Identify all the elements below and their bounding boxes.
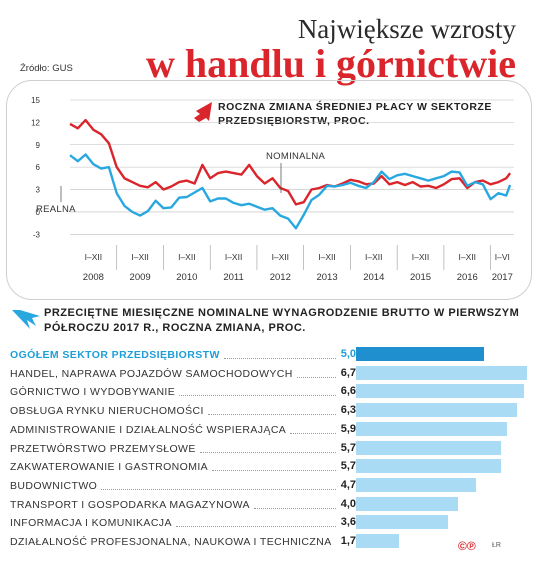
bar — [356, 421, 507, 436]
x-year-label: 2009 — [130, 272, 151, 283]
bar-row: BUDOWNICTWO 4,7 — [10, 476, 530, 496]
line-chart: ROCZNA ZMIANA ŚREDNIEJ PŁACY W SEKTORZE … — [31, 96, 514, 283]
x-year-label: 2016 — [457, 272, 478, 283]
bar-value-label: 6,6 — [340, 385, 356, 398]
bar-value-label: 1,7 — [340, 535, 356, 547]
y-tick-label: 3 — [36, 186, 41, 195]
leader-dots — [254, 507, 336, 509]
line-chart-heading-line-1: ROCZNA ZMIANA ŚREDNIEJ PŁACY W SEKTORZE — [218, 100, 492, 113]
x-year-label: 2011 — [223, 272, 243, 283]
bar-category-label: ADMINISTROWANIE I DZIAŁALNOŚĆ WSPIERAJĄC… — [10, 423, 287, 436]
bar-chart-arrow-icon — [12, 310, 40, 329]
x-tick-label: I–XII — [85, 252, 102, 262]
x-tick-label: I–XII — [412, 252, 429, 262]
y-tick-label: 12 — [31, 118, 40, 127]
x-year-label: 2017 — [492, 272, 513, 283]
bar-row: ADMINISTROWANIE I DZIAŁALNOŚĆ WSPIERAJĄC… — [10, 420, 530, 440]
line-chart-arrow-icon — [194, 102, 212, 122]
leader-dots — [101, 488, 336, 490]
source-note: Źródło: GUS — [20, 63, 73, 74]
bar-value-label: 6,3 — [340, 404, 356, 417]
x-tick-label: I–XII — [365, 252, 382, 262]
bar — [356, 496, 459, 511]
y-tick-label: 0 — [36, 208, 41, 217]
bar-category-label: HANDEL, NAPRAWA POJAZDÓW SAMOCHODOWYCH — [10, 367, 293, 380]
series-line-nominal — [69, 118, 512, 206]
bar — [356, 440, 502, 455]
bar-category-label: OGÓŁEM SEKTOR PRZEDSIĘBIORSTW — [10, 349, 220, 361]
x-year-label: 2012 — [270, 272, 291, 283]
bar-row: PRZETWÓRSTWO PRZEMYSŁOWE 5,7 — [10, 439, 530, 459]
bar-value-label: 4,0 — [340, 497, 356, 510]
bar-row: TRANSPORT I GOSPODARKA MAGAZYNOWA 4,0 — [10, 495, 530, 515]
x-year-label: 2010 — [176, 272, 197, 283]
bar — [356, 403, 517, 418]
bar-value-label: 5,9 — [340, 422, 356, 435]
series-line-real — [69, 153, 512, 230]
x-tick-label: I–XII — [131, 252, 148, 262]
title-line-2: w handlu i górnictwie — [145, 41, 516, 86]
y-tick-label: 15 — [31, 96, 40, 105]
annotation-real: REALNA — [36, 204, 76, 215]
bar-value-label: 3,6 — [340, 516, 356, 529]
line-chart-heading-line-2: PRZEDSIĘBIORSTW, PROC. — [218, 115, 370, 127]
leader-dots — [212, 470, 336, 472]
bar-category-label: ZAKWATEROWANIE I GASTRONOMIA — [10, 461, 209, 474]
bar — [356, 515, 448, 530]
x-tick-label: I–XII — [272, 252, 289, 262]
bar-row: GÓRNICTWO I WYDOBYWANIE 6,6 — [10, 382, 530, 402]
bar — [356, 534, 400, 548]
leader-dots — [208, 414, 336, 416]
x-year-label: 2013 — [316, 272, 337, 283]
bar — [356, 459, 502, 474]
bar-category-label: TRANSPORT I GOSPODARKA MAGAZYNOWA — [10, 498, 250, 511]
leader-dots — [200, 451, 336, 453]
author-initials: ŁR — [492, 542, 501, 549]
x-year-label: 2014 — [363, 272, 384, 283]
annotation-nominal: NOMINALNA — [266, 151, 326, 162]
title-line-1: Największe wzrosty — [297, 14, 516, 44]
bar-value-label: 5,7 — [340, 460, 356, 473]
bar-category-label: DZIAŁALNOŚĆ PROFESJONALNA, NAUKOWA I TEC… — [10, 536, 332, 548]
bar — [356, 477, 476, 492]
x-tick-label: I–XII — [318, 252, 335, 262]
bar — [356, 384, 525, 399]
x-year-label: 2008 — [83, 272, 104, 283]
leader-dots — [224, 358, 336, 359]
bar-value-label: 4,7 — [340, 478, 356, 491]
bar-row: ZAKWATEROWANIE I GASTRONOMIA 5,7 — [10, 457, 530, 477]
bar-row: OGÓŁEM SEKTOR PRZEDSIĘBIORSTW 5,0 — [10, 345, 530, 365]
bar-category-label: PRZETWÓRSTWO PRZEMYSŁOWE — [10, 442, 196, 455]
x-tick-label: I–XII — [178, 252, 195, 262]
bar-category-label: GÓRNICTWO I WYDOBYWANIE — [10, 386, 176, 399]
x-tick-label: I–XII — [459, 252, 476, 262]
publisher-logo: ©℗ — [458, 539, 476, 553]
bar — [356, 347, 484, 361]
bar-row: INFORMACJA I KOMUNIKACJA 3,6 — [10, 513, 530, 533]
leader-dots — [297, 376, 336, 378]
line-chart-frame — [6, 80, 532, 300]
bar — [356, 365, 527, 380]
leader-dots — [179, 395, 336, 397]
leader-dots — [290, 432, 336, 434]
bar-row: HANDEL, NAPRAWA POJAZDÓW SAMOCHODOWYCH 6,… — [10, 364, 530, 384]
bar-value-label: 6,7 — [340, 366, 356, 379]
bar-row: OBSŁUGA RYNKU NIERUCHOMOŚCI 6,3 — [10, 401, 530, 421]
leader-dots — [176, 526, 336, 528]
bar-category-label: INFORMACJA I KOMUNIKACJA — [10, 517, 172, 530]
x-tick-label: I–XII — [225, 252, 242, 262]
bar-chart-heading: PRZECIĘTNE MIESIĘCZNE NOMINALNE WYNAGROD… — [44, 307, 520, 334]
bar-category-label: BUDOWNICTWO — [10, 479, 98, 492]
y-tick-label: 6 — [36, 163, 41, 172]
bar-value-label: 5,0 — [340, 348, 356, 360]
y-tick-label: -3 — [33, 230, 41, 239]
x-tick-label: I–VI — [495, 252, 510, 262]
bar-row: DZIAŁALNOŚĆ PROFESJONALNA, NAUKOWA I TEC… — [10, 532, 530, 552]
bar-value-label: 5,7 — [340, 441, 356, 454]
x-year-label: 2015 — [410, 272, 431, 283]
y-tick-label: 9 — [36, 141, 41, 150]
bar-category-label: OBSŁUGA RYNKU NIERUCHOMOŚCI — [10, 405, 204, 418]
